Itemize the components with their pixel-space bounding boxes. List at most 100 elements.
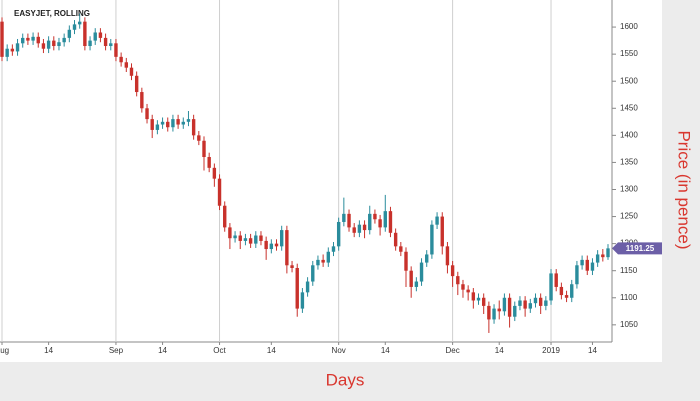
candle-body xyxy=(523,300,527,309)
candle-body xyxy=(368,213,372,231)
candle-body xyxy=(425,254,429,263)
candle-body xyxy=(357,224,362,233)
candle-body xyxy=(10,48,15,52)
candle-body xyxy=(305,281,310,293)
candle-body xyxy=(383,211,387,228)
candle-body xyxy=(212,167,217,179)
candle-body xyxy=(207,157,211,168)
candle-body xyxy=(223,205,227,228)
candle-body xyxy=(197,135,201,141)
candle-body xyxy=(497,308,501,312)
candle-body xyxy=(269,243,274,250)
candle-body xyxy=(487,305,491,320)
candle-body xyxy=(274,243,279,247)
candle-body xyxy=(554,273,558,287)
candle-body xyxy=(134,75,139,93)
candle-body xyxy=(41,43,46,49)
candle-body xyxy=(471,292,476,301)
x-tick-label: 14 xyxy=(44,346,53,355)
candle-body xyxy=(507,297,512,317)
candle-body xyxy=(103,37,108,47)
candle-body xyxy=(67,29,72,38)
candle-body xyxy=(538,297,543,306)
candle-body xyxy=(440,216,444,247)
candle-body xyxy=(0,21,4,57)
candle-body xyxy=(518,300,522,306)
candle-body xyxy=(191,119,196,136)
candle-body xyxy=(36,36,40,44)
candle-body xyxy=(316,259,320,266)
candle-body xyxy=(347,213,351,228)
candle-body xyxy=(181,121,185,125)
candle-body xyxy=(254,235,258,244)
candle-body xyxy=(601,254,605,258)
candle-body xyxy=(544,300,548,306)
candle-body xyxy=(388,211,393,233)
candle-body xyxy=(295,267,299,309)
candle-body xyxy=(404,251,408,271)
candle-body xyxy=(575,265,579,285)
candle-body xyxy=(409,270,413,287)
candle-body xyxy=(399,246,403,252)
candle-body xyxy=(466,289,470,293)
candle-body xyxy=(129,67,134,76)
y-axis-title: Price (in pence) xyxy=(675,130,694,249)
candle-body xyxy=(160,121,165,125)
candle-body xyxy=(393,232,398,247)
candle-body xyxy=(62,37,66,43)
candle-body xyxy=(5,48,9,57)
candle-body xyxy=(140,92,144,109)
candle-body xyxy=(321,259,325,263)
candle-body xyxy=(352,227,356,233)
candle-body xyxy=(83,21,87,47)
candle-body xyxy=(285,230,289,266)
y-tick-label: 1350 xyxy=(620,158,638,167)
candle-body xyxy=(15,43,20,52)
y-tick-label: 1550 xyxy=(620,49,638,58)
candle-body xyxy=(513,305,517,317)
candle-body xyxy=(166,121,170,128)
candle-body xyxy=(580,259,584,266)
x-tick-label: Oct xyxy=(213,346,226,355)
y-tick-label: 1250 xyxy=(620,212,638,221)
candle-body xyxy=(119,56,123,63)
x-tick-label: Sep xyxy=(109,346,124,355)
y-tick-label: 1300 xyxy=(620,185,638,194)
candle-body xyxy=(238,235,242,241)
candle-body xyxy=(290,265,294,268)
candle-body xyxy=(461,284,465,290)
candle-body xyxy=(378,219,382,228)
candle-body xyxy=(31,36,35,41)
y-tick-label: 1400 xyxy=(620,130,638,139)
x-tick-label: 14 xyxy=(495,346,504,355)
candle-body xyxy=(336,221,341,247)
candle-body xyxy=(481,297,486,306)
candle-body xyxy=(331,246,336,252)
candle-body xyxy=(72,24,77,30)
candle-body xyxy=(233,235,237,239)
candle-body xyxy=(259,235,263,241)
candle-body xyxy=(171,119,175,128)
plot-background xyxy=(0,0,662,362)
candle-body xyxy=(243,238,248,241)
candle-body xyxy=(559,286,564,296)
candle-body xyxy=(476,297,481,301)
candle-body xyxy=(373,213,377,220)
candle-body xyxy=(264,240,268,250)
candle-body xyxy=(595,254,600,263)
candle-body xyxy=(430,224,434,255)
y-tick-label: 1500 xyxy=(620,76,638,85)
candle-body xyxy=(311,265,315,282)
candle-body xyxy=(362,224,367,231)
x-tick-label: 14 xyxy=(158,346,167,355)
last-price-label: 1191.25 xyxy=(626,244,655,253)
candle-body xyxy=(145,108,149,120)
candle-body xyxy=(57,42,61,47)
x-tick-label: Nov xyxy=(332,346,346,355)
candle-body xyxy=(300,292,305,309)
candle-body xyxy=(93,32,97,41)
candle-body xyxy=(585,259,589,271)
candle-body xyxy=(186,119,191,122)
